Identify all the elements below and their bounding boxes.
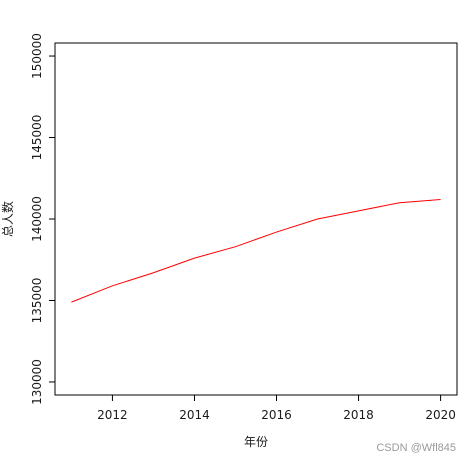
x-axis-label: 年份 <box>244 435 268 449</box>
y-axis: 130000 135000 140000 145000 150000 <box>30 33 55 405</box>
x-tick-label-2016: 2016 <box>261 408 292 422</box>
y-axis-label: 总人数 <box>0 201 15 237</box>
x-tick-label-2014: 2014 <box>179 408 210 422</box>
y-tick-label-130000: 130000 <box>30 359 44 405</box>
y-tick-label-150000: 150000 <box>30 33 44 79</box>
x-tick-label-2012: 2012 <box>97 408 128 422</box>
y-tick-label-140000: 140000 <box>30 196 44 242</box>
y-tick-label-145000: 145000 <box>30 115 44 161</box>
plot-frame <box>54 42 458 396</box>
series-layer <box>71 198 441 303</box>
watermark: CSDN @Wfl845 <box>376 442 456 454</box>
series-line-1 <box>71 198 441 303</box>
x-tick-label-2020: 2020 <box>425 408 456 422</box>
x-tick-label-2018: 2018 <box>343 408 374 422</box>
x-axis: 2012 2014 2016 2018 2020 <box>97 395 456 422</box>
y-tick-label-135000: 135000 <box>30 278 44 324</box>
